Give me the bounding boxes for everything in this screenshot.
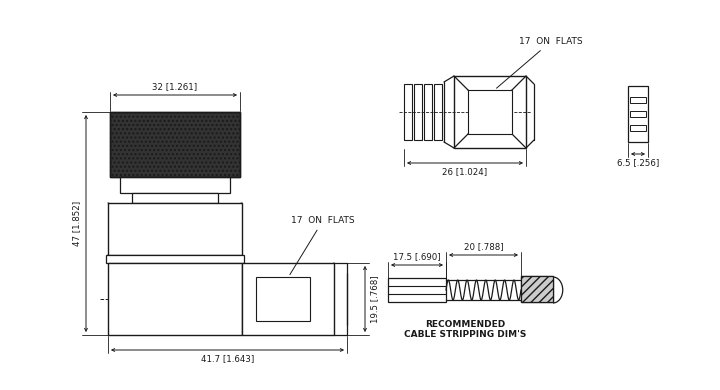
Bar [521, 276, 553, 302]
Bar [630, 111, 646, 117]
Bar [521, 276, 553, 302]
Bar [628, 86, 648, 142]
Bar [468, 90, 512, 134]
Bar [424, 84, 432, 140]
Bar [106, 255, 244, 263]
Bar [388, 278, 446, 302]
Text: 19.5 [.768]: 19.5 [.768] [370, 275, 379, 323]
Text: 6.5 [.256]: 6.5 [.256] [617, 158, 659, 167]
Bar [110, 112, 240, 177]
Text: 41.7 [1.643]: 41.7 [1.643] [201, 354, 254, 363]
Bar [630, 125, 646, 131]
Bar [256, 277, 310, 321]
Bar [242, 263, 334, 335]
Bar [414, 84, 422, 140]
Text: 26 [1.024]: 26 [1.024] [442, 167, 487, 176]
Text: 20 [.788]: 20 [.788] [464, 242, 503, 251]
Text: 17  ON  FLATS: 17 ON FLATS [497, 37, 582, 88]
Bar [108, 263, 242, 335]
Text: CABLE STRIPPING DIM'S: CABLE STRIPPING DIM'S [405, 330, 527, 339]
Bar [630, 97, 646, 103]
Bar [108, 203, 242, 255]
Text: 47 [1.852]: 47 [1.852] [72, 201, 81, 246]
Bar [404, 84, 412, 140]
Bar [434, 84, 442, 140]
Bar [120, 177, 230, 193]
Text: 17.5 [.690]: 17.5 [.690] [393, 252, 441, 261]
Text: RECOMMENDED: RECOMMENDED [426, 320, 505, 329]
Bar [132, 193, 218, 203]
Text: 32 [1.261]: 32 [1.261] [153, 82, 197, 91]
Bar [110, 112, 240, 177]
Bar [454, 76, 526, 148]
Text: 17  ON  FLATS: 17 ON FLATS [290, 216, 355, 275]
